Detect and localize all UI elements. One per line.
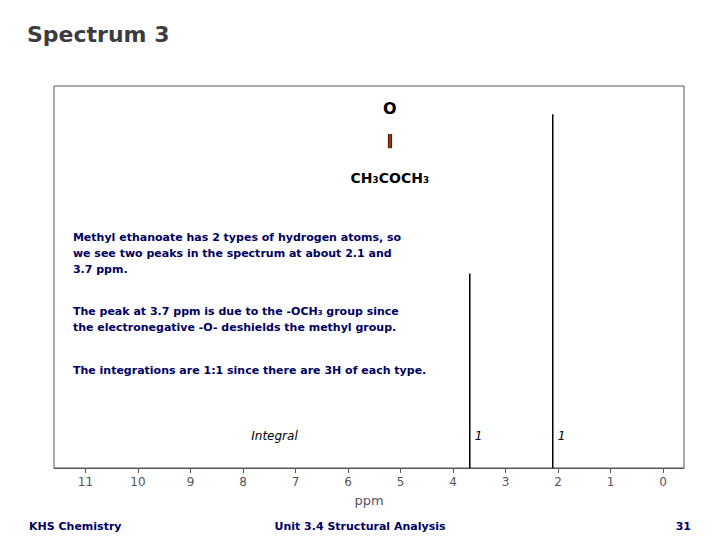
svg-text:9: 9 bbox=[187, 475, 195, 489]
svg-text:1: 1 bbox=[475, 429, 483, 443]
svg-text:The peak at 3.7 ppm is due to: The peak at 3.7 ppm is due to the -OCH₃ … bbox=[73, 305, 399, 318]
svg-text:10: 10 bbox=[130, 475, 145, 489]
svg-text:O: O bbox=[383, 99, 397, 118]
svg-text:Integral: Integral bbox=[251, 429, 298, 443]
svg-text:7: 7 bbox=[292, 475, 300, 489]
svg-text:3.7 ppm.: 3.7 ppm. bbox=[73, 263, 128, 276]
svg-text:Methyl ethanoate has 2 types o: Methyl ethanoate has 2 types of hydrogen… bbox=[73, 231, 402, 244]
svg-text:ppm: ppm bbox=[354, 493, 383, 508]
svg-text:the electronegative -O- deshie: the electronegative -O- deshields the me… bbox=[73, 321, 396, 334]
svg-text:CH₃COCH₃: CH₃COCH₃ bbox=[351, 170, 429, 186]
svg-text:5: 5 bbox=[397, 475, 405, 489]
svg-text:Unit 3.4 Structural Analysis: Unit 3.4 Structural Analysis bbox=[274, 520, 445, 533]
svg-text:‖: ‖ bbox=[386, 132, 393, 149]
svg-text:2: 2 bbox=[554, 475, 562, 489]
svg-text:6: 6 bbox=[344, 475, 352, 489]
svg-text:1: 1 bbox=[558, 429, 566, 443]
svg-text:Spectrum 3: Spectrum 3 bbox=[27, 22, 169, 47]
svg-text:3: 3 bbox=[502, 475, 510, 489]
svg-text:31: 31 bbox=[676, 520, 691, 533]
svg-text:KHS Chemistry: KHS Chemistry bbox=[29, 520, 121, 533]
svg-text:4: 4 bbox=[449, 475, 457, 489]
svg-text:1: 1 bbox=[607, 475, 615, 489]
svg-text:0: 0 bbox=[659, 475, 667, 489]
svg-text:11: 11 bbox=[78, 475, 93, 489]
svg-text:8: 8 bbox=[239, 475, 247, 489]
svg-text:we see two peaks in the spectr: we see two peaks in the spectrum at abou… bbox=[73, 247, 392, 260]
svg-text:The integrations are 1:1 since: The integrations are 1:1 since there are… bbox=[73, 364, 426, 377]
